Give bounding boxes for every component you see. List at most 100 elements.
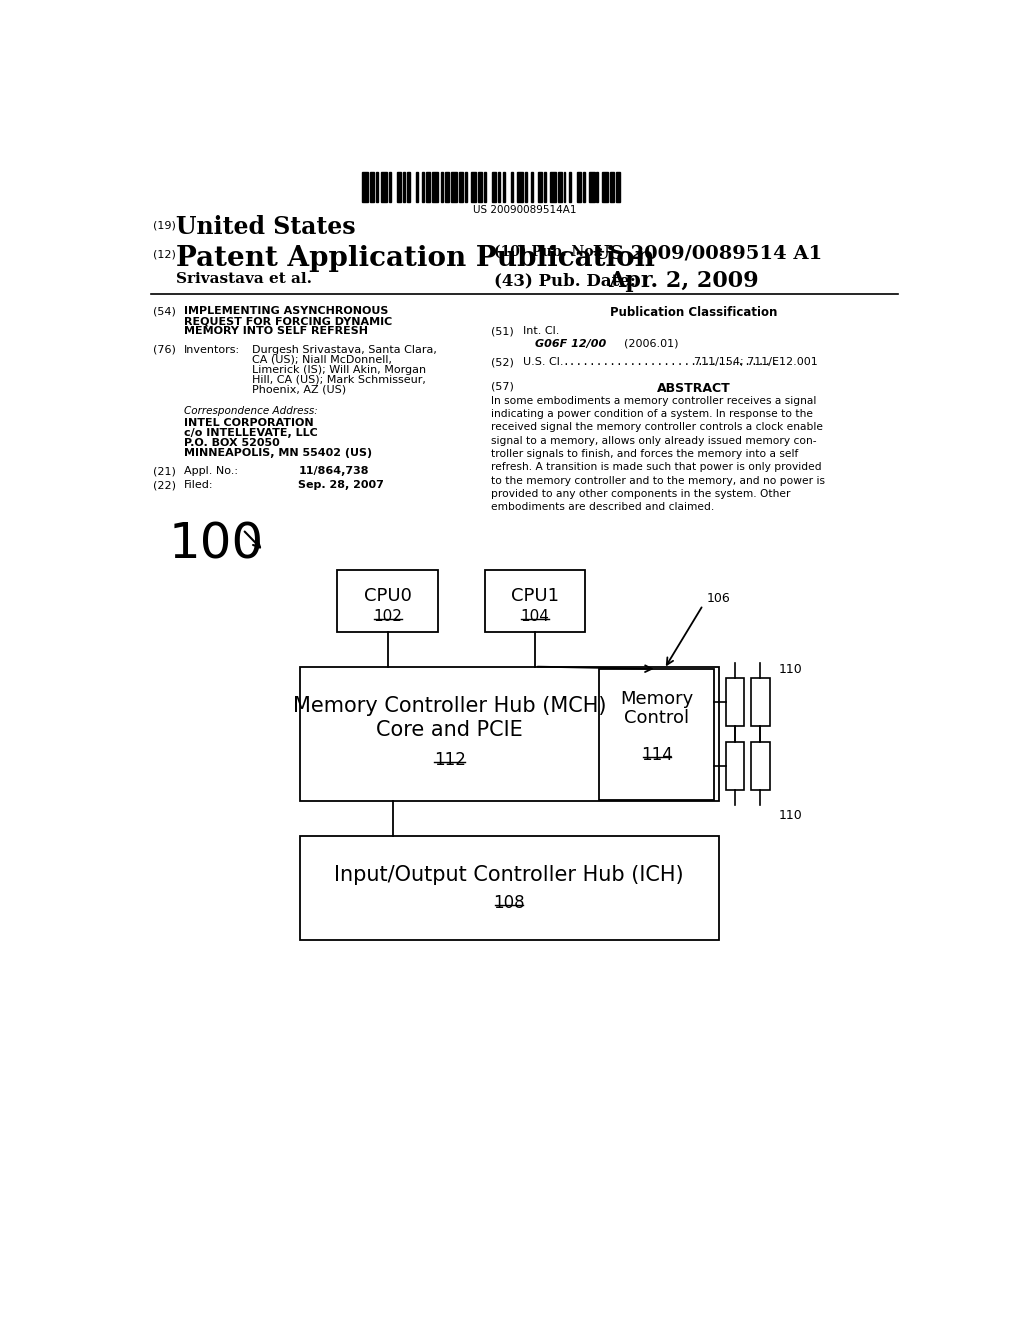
Text: 11/864,738: 11/864,738 xyxy=(299,466,369,477)
Text: CPU0: CPU0 xyxy=(364,587,412,606)
Text: Control: Control xyxy=(624,709,689,727)
Bar xyxy=(484,172,486,202)
Bar xyxy=(445,172,450,202)
Bar xyxy=(402,172,404,202)
Bar xyxy=(397,172,400,202)
Bar xyxy=(417,172,418,202)
Text: 104: 104 xyxy=(520,609,549,624)
Text: Phoenix, AZ (US): Phoenix, AZ (US) xyxy=(252,385,346,395)
Bar xyxy=(539,172,543,202)
Bar xyxy=(471,172,476,202)
Text: Limerick (IS); Will Akin, Morgan: Limerick (IS); Will Akin, Morgan xyxy=(252,364,426,375)
Bar xyxy=(583,172,585,202)
Text: Patent Application Publication: Patent Application Publication xyxy=(176,244,655,272)
Bar xyxy=(441,172,443,202)
Text: (10) Pub. No.:: (10) Pub. No.: xyxy=(494,244,603,259)
Text: INTEL CORPORATION: INTEL CORPORATION xyxy=(183,418,313,428)
Bar xyxy=(726,678,744,726)
Text: U.S. Cl.: U.S. Cl. xyxy=(523,358,564,367)
Text: Hill, CA (US); Mark Schmisseur,: Hill, CA (US); Mark Schmisseur, xyxy=(252,375,426,384)
Bar xyxy=(602,172,608,202)
Text: (12): (12) xyxy=(153,249,176,259)
Text: (19): (19) xyxy=(153,220,176,230)
Bar xyxy=(452,172,457,202)
Text: (22): (22) xyxy=(153,480,176,490)
Bar xyxy=(517,172,523,202)
Text: Srivastava et al.: Srivastava et al. xyxy=(176,272,312,286)
Text: (43) Pub. Date:: (43) Pub. Date: xyxy=(494,272,636,289)
Text: Input/Output Controller Hub (ICH): Input/Output Controller Hub (ICH) xyxy=(335,866,684,886)
Text: Publication Classification: Publication Classification xyxy=(610,306,777,319)
Bar xyxy=(370,172,374,202)
Text: (21): (21) xyxy=(153,466,176,477)
Bar xyxy=(465,172,467,202)
Text: US 2009/0089514 A1: US 2009/0089514 A1 xyxy=(593,244,822,263)
Bar xyxy=(569,172,571,202)
Text: ABSTRACT: ABSTRACT xyxy=(656,381,731,395)
Bar xyxy=(544,172,546,202)
Text: MEMORY INTO SELF REFRESH: MEMORY INTO SELF REFRESH xyxy=(183,326,368,337)
Text: (54): (54) xyxy=(153,306,176,317)
Bar xyxy=(426,172,430,202)
Bar xyxy=(376,172,378,202)
Bar xyxy=(610,172,614,202)
Bar xyxy=(492,172,496,202)
Text: Filed:: Filed: xyxy=(183,480,213,490)
Bar xyxy=(524,172,526,202)
Text: United States: United States xyxy=(176,215,355,239)
Bar xyxy=(498,172,500,202)
Text: (57): (57) xyxy=(490,381,514,392)
Text: 112: 112 xyxy=(434,751,466,770)
Bar xyxy=(478,172,482,202)
Text: Inventors:: Inventors: xyxy=(183,345,240,355)
Bar xyxy=(389,172,391,202)
Text: 114: 114 xyxy=(641,746,673,764)
Text: Int. Cl.: Int. Cl. xyxy=(523,326,560,337)
Bar xyxy=(563,172,565,202)
Text: US 20090089514A1: US 20090089514A1 xyxy=(473,206,577,215)
Bar xyxy=(589,172,595,202)
Text: (52): (52) xyxy=(490,358,514,367)
Text: 108: 108 xyxy=(494,894,525,912)
Text: (2006.01): (2006.01) xyxy=(624,339,679,348)
Bar xyxy=(558,172,561,202)
Text: Apr. 2, 2009: Apr. 2, 2009 xyxy=(608,271,759,292)
Bar xyxy=(484,570,586,632)
Text: 110: 110 xyxy=(779,809,803,822)
Bar xyxy=(459,172,463,202)
Text: IMPLEMENTING ASYNCHRONOUS: IMPLEMENTING ASYNCHRONOUS xyxy=(183,306,388,317)
Bar xyxy=(407,172,411,202)
Bar xyxy=(615,172,620,202)
Bar xyxy=(300,836,719,940)
Text: Sep. 28, 2007: Sep. 28, 2007 xyxy=(299,480,384,490)
Bar xyxy=(337,570,438,632)
Text: REQUEST FOR FORCING DYNAMIC: REQUEST FOR FORCING DYNAMIC xyxy=(183,317,392,326)
Bar xyxy=(381,172,387,202)
Text: ................................: ................................ xyxy=(562,358,778,367)
Text: c/o INTELLEVATE, LLC: c/o INTELLEVATE, LLC xyxy=(183,428,317,438)
Bar xyxy=(578,172,581,202)
Text: In some embodiments a memory controller receives a signal
indicating a power con: In some embodiments a memory controller … xyxy=(490,396,824,512)
Bar xyxy=(726,742,744,789)
Bar xyxy=(422,172,424,202)
Text: (76): (76) xyxy=(153,345,176,355)
Text: 711/154; 711/E12.001: 711/154; 711/E12.001 xyxy=(693,358,817,367)
Text: P.O. BOX 52050: P.O. BOX 52050 xyxy=(183,438,280,447)
Text: Correspondence Address:: Correspondence Address: xyxy=(183,407,317,416)
Text: (51): (51) xyxy=(490,326,513,337)
Bar xyxy=(751,742,770,789)
Text: Durgesh Srivastava, Santa Clara,: Durgesh Srivastava, Santa Clara, xyxy=(252,345,437,355)
Bar xyxy=(530,172,532,202)
Text: CA (US); Niall McDonnell,: CA (US); Niall McDonnell, xyxy=(252,355,392,364)
Text: CPU1: CPU1 xyxy=(511,587,559,606)
Bar xyxy=(751,678,770,726)
Text: G06F 12/00: G06F 12/00 xyxy=(535,339,606,348)
Text: 102: 102 xyxy=(373,609,402,624)
Text: 106: 106 xyxy=(707,591,731,605)
Text: Core and PCIE: Core and PCIE xyxy=(376,721,523,741)
Text: Memory: Memory xyxy=(620,690,693,709)
Text: Memory Controller Hub (MCH): Memory Controller Hub (MCH) xyxy=(293,696,606,715)
Text: MINNEAPOLIS, MN 55402 (US): MINNEAPOLIS, MN 55402 (US) xyxy=(183,447,372,458)
Text: Appl. No.:: Appl. No.: xyxy=(183,466,238,477)
Bar xyxy=(504,172,506,202)
